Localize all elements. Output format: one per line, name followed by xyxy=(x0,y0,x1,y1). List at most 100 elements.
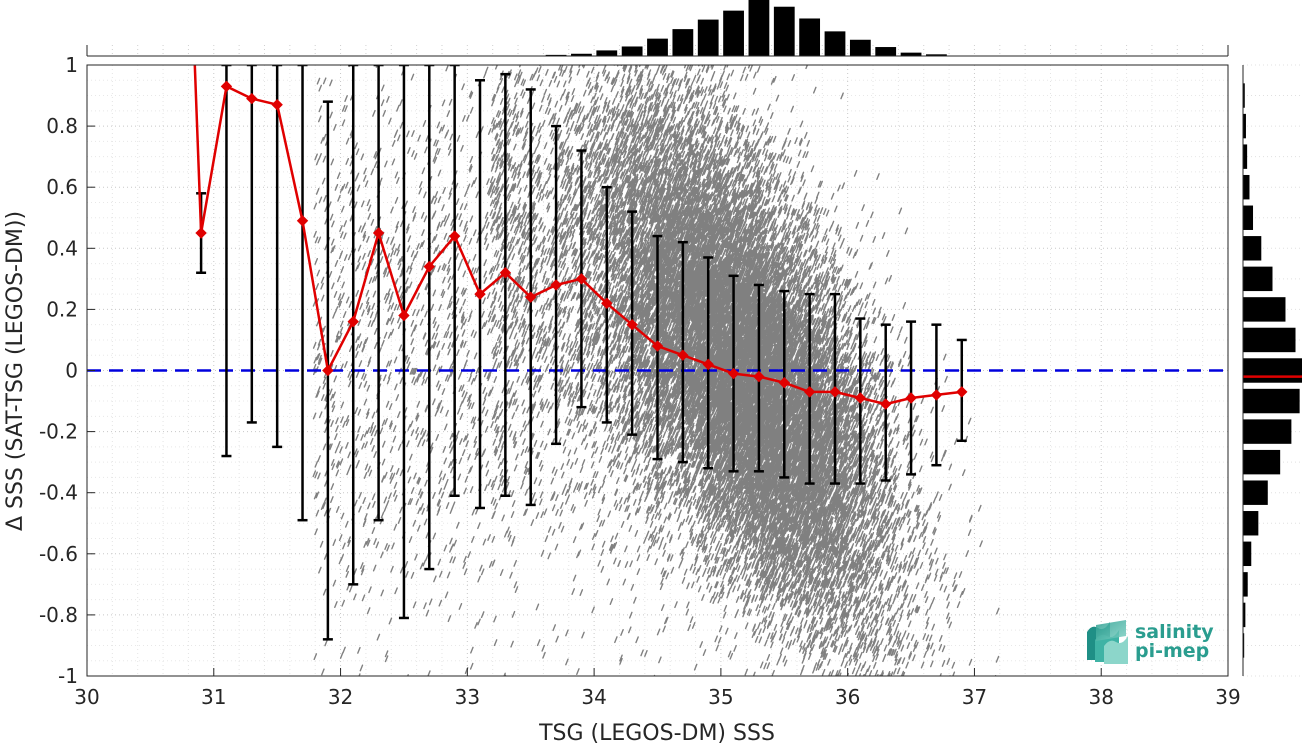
top-histogram xyxy=(86,0,1229,57)
right-histogram-bar xyxy=(1243,83,1245,108)
y-tick-label: -0.4 xyxy=(39,481,78,505)
mean-series xyxy=(193,65,968,410)
right-histogram-bar xyxy=(1243,144,1248,169)
y-tick-label: -0.8 xyxy=(39,603,78,627)
y-axis-ticks: 1 0.8 0.6 0.4 0.2 0 -0.2 -0.4 -0.6 -0.8 -1 xyxy=(39,53,95,688)
mean-marker xyxy=(398,309,410,322)
y-axis-label: Δ SSS (SAT-TSG (LEGOS-DM)) xyxy=(3,211,28,531)
x-tick-label: 37 xyxy=(962,685,987,709)
right-histogram-bar xyxy=(1243,297,1286,322)
x-tick-label: 36 xyxy=(835,685,860,709)
top-histogram-bar xyxy=(849,39,871,56)
top-histogram-bar xyxy=(773,6,795,56)
mean-marker xyxy=(727,367,740,380)
y-tick-label: 0.2 xyxy=(46,297,78,321)
mean-marker xyxy=(778,377,790,389)
x-tick-label: 34 xyxy=(581,685,606,709)
top-histogram-bar xyxy=(596,50,618,56)
wave-logo-icon xyxy=(1087,620,1128,664)
mean-marker xyxy=(296,215,309,227)
x-tick-label: 33 xyxy=(455,685,480,709)
right-histogram-bar xyxy=(1243,633,1245,658)
mean-marker xyxy=(803,386,816,398)
top-histogram-bar xyxy=(748,0,770,56)
mean-marker xyxy=(905,392,917,404)
top-histogram-bar xyxy=(697,19,719,57)
logo-text-line1: salinity xyxy=(1135,621,1214,643)
top-histogram-bar xyxy=(571,53,592,56)
x-tick-label: 38 xyxy=(1088,685,1113,709)
right-histogram-bar xyxy=(1243,480,1268,505)
mean-marker xyxy=(499,267,512,279)
x-tick-label: 31 xyxy=(201,685,226,709)
mean-marker xyxy=(550,279,562,291)
mean-marker xyxy=(854,392,867,404)
x-tick-label: 32 xyxy=(328,685,353,709)
y-tick-label: 0 xyxy=(65,359,78,383)
right-histogram-bar xyxy=(1243,358,1302,383)
x-tick-label: 30 xyxy=(74,685,99,709)
y-tick-label: -0.6 xyxy=(39,542,78,566)
salinity-pi-mep-logo: salinity pi-mep xyxy=(1087,620,1214,664)
logo-text-line2: pi-mep xyxy=(1135,640,1209,662)
x-tick-label: 39 xyxy=(1215,685,1240,709)
mean-marker xyxy=(601,297,613,309)
mean-marker xyxy=(753,370,765,383)
mean-marker xyxy=(651,340,664,352)
top-histogram-bar xyxy=(799,18,821,56)
mean-marker xyxy=(677,349,689,361)
right-histogram-bar xyxy=(1243,236,1262,261)
right-histogram-bar xyxy=(1243,449,1281,475)
mean-marker xyxy=(347,315,359,328)
mean-marker xyxy=(956,386,968,398)
mean-marker xyxy=(702,358,714,371)
y-tick-label: 0.6 xyxy=(46,175,78,199)
mean-marker xyxy=(271,99,283,111)
y-tick-label: -0.2 xyxy=(39,420,78,444)
top-histogram-bar xyxy=(875,47,897,56)
y-tick-label: -1 xyxy=(58,664,78,688)
top-histogram-bar xyxy=(723,10,744,57)
mean-marker xyxy=(930,389,943,401)
y-tick-label: 0.4 xyxy=(46,236,78,260)
right-histogram-bar xyxy=(1243,174,1250,200)
top-histogram-bar xyxy=(672,29,694,56)
right-histogram-bar xyxy=(1243,388,1300,414)
right-histogram-bar xyxy=(1243,113,1246,139)
top-histogram-bar xyxy=(647,38,668,56)
top-histogram-bars xyxy=(545,0,947,57)
mean-marker xyxy=(626,318,638,331)
x-axis-ticks: 30 31 32 33 34 35 36 37 38 39 xyxy=(74,668,1241,709)
right-histogram-bar xyxy=(1243,602,1246,628)
mean-marker xyxy=(879,398,892,410)
mean-marker xyxy=(322,364,334,377)
mean-marker xyxy=(423,260,436,273)
top-histogram-bar xyxy=(900,52,922,56)
right-histogram-bar xyxy=(1243,327,1296,353)
top-histogram-bar xyxy=(545,54,567,56)
mean-marker xyxy=(525,291,537,303)
right-histogram-bars xyxy=(1243,83,1302,658)
top-histogram-bar xyxy=(621,46,643,56)
x-tick-label: 35 xyxy=(708,685,733,709)
top-histogram-bar xyxy=(824,31,846,56)
right-histogram xyxy=(1242,64,1302,677)
x-axis-label: TSG (LEGOS-DM) SSS xyxy=(538,721,775,745)
main-plot: 30 31 32 33 34 35 36 37 38 39 1 0.8 0.6 0.4 0.2 0 -0.2 -… xyxy=(3,53,1241,745)
top-histogram-bar xyxy=(926,54,947,56)
y-tick-label: 1 xyxy=(65,53,78,77)
mean-marker xyxy=(195,227,207,239)
mean-marker xyxy=(829,386,841,398)
mean-marker xyxy=(448,230,461,242)
mean-marker xyxy=(575,273,588,285)
right-histogram-bar xyxy=(1243,541,1252,567)
y-tick-label: 0.8 xyxy=(46,114,78,138)
right-histogram-bar xyxy=(1243,419,1292,444)
right-histogram-bar xyxy=(1243,266,1273,292)
right-histogram-bar xyxy=(1243,205,1254,230)
right-histogram-bar xyxy=(1243,511,1259,536)
mean-marker xyxy=(246,92,258,105)
right-histogram-bar xyxy=(1243,572,1248,597)
mean-marker xyxy=(474,288,486,300)
